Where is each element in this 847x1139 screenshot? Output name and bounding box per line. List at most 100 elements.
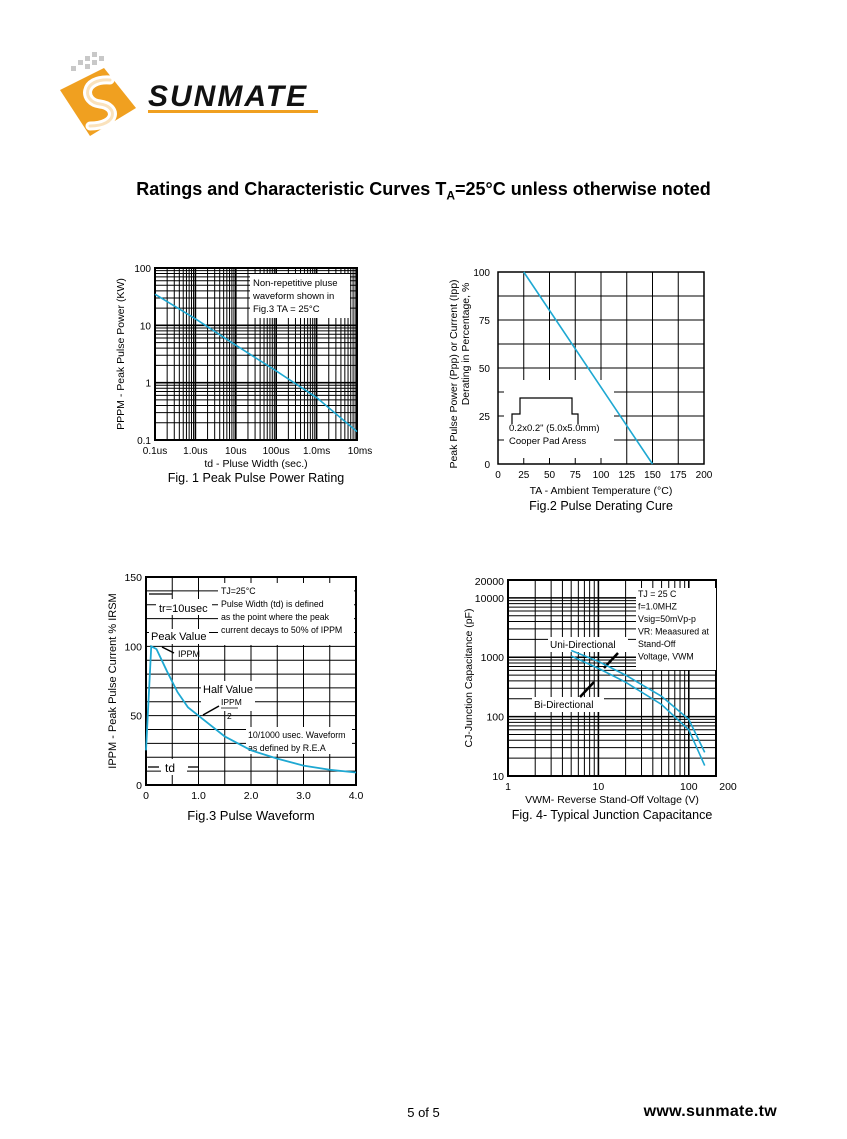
y-tick-label: 50	[130, 711, 142, 723]
annotation-text: current decays to 50% of IPPM	[221, 625, 342, 635]
x-tick-label: 2.0	[244, 790, 259, 802]
x-tick-label: 175	[670, 470, 687, 481]
label-bg	[161, 759, 187, 775]
x-tick-label: 75	[570, 470, 582, 481]
y-axis-label: PPPM - Peak Pulse Power (KW)	[115, 278, 127, 430]
annotation-text: TJ = 25 C	[638, 589, 677, 599]
y-tick-label: 0	[484, 460, 490, 471]
x-tick-label: 1.0	[191, 790, 206, 802]
label-bg	[156, 599, 212, 615]
y-axis-label: Derating in Percentage, %	[460, 283, 472, 406]
y-tick-label: 100	[473, 268, 490, 279]
fig3-pulse-waveform-chart: TJ=25°C Pulse Width (td) is defined as the…	[107, 572, 364, 823]
plot-frame	[507, 579, 717, 777]
figure-caption: Fig.2 Pulse Derating Cure	[529, 499, 673, 513]
peak-arrow	[161, 646, 175, 654]
x-tick-label: 3.0	[296, 790, 311, 802]
x-tick-label: 10	[593, 781, 605, 793]
figure-caption: Fig.3 Pulse Waveform	[187, 808, 314, 823]
plot-frame	[154, 267, 358, 441]
x-tick-label: 100us	[263, 446, 290, 457]
y-tick-label: 0.1	[137, 436, 151, 447]
plot-frame	[497, 271, 705, 465]
x-tick-label: 100	[593, 470, 610, 481]
y-tick-label: 25	[479, 412, 491, 423]
x-tick-label: 200	[719, 781, 737, 793]
brand-logo: SUNMATE	[52, 50, 332, 150]
annotation-text: Voltage, VWM	[638, 652, 694, 662]
x-tick-label: 25	[518, 470, 530, 481]
x-tick-label: 125	[618, 470, 635, 481]
x-tick-label: 0	[495, 470, 501, 481]
half-denominator: 2	[227, 711, 232, 721]
x-tick-label: 4.0	[349, 790, 364, 802]
annotation-text: waveform shown in	[252, 291, 334, 302]
half-arrow	[202, 705, 220, 716]
annotation-box	[504, 380, 614, 458]
figure-caption: Fig. 4- Typical Junction Capacitance	[512, 808, 713, 822]
series-line	[570, 655, 706, 766]
uni-directional-label: Uni-Directional	[550, 640, 616, 651]
half-ippm-label: IPPM	[221, 697, 242, 707]
annotation-box	[250, 274, 350, 318]
x-tick-label: 0.1us	[143, 446, 167, 457]
annotation-text: Fig.3 TA = 25°C	[253, 304, 320, 315]
annotation-box	[218, 583, 354, 645]
label-bg	[246, 727, 352, 754]
half-value-label: Half Value	[203, 684, 253, 696]
figure-caption: Fig. 1 Peak Pulse Power Rating	[168, 471, 345, 485]
copper-pad-icon	[511, 397, 579, 424]
y-tick-label: 50	[479, 364, 491, 375]
y-tick-label: 20000	[475, 576, 504, 588]
x-tick-label: 150	[644, 470, 661, 481]
waveform-label: 10/1000 usec. Waveform	[248, 730, 345, 740]
x-tick-label: 1	[505, 781, 511, 793]
y-tick-label: 10	[140, 321, 152, 332]
annotation-text: Non-repetitive pluse	[253, 278, 338, 289]
fig1-peak-pulse-power-chart: Non-repetitive pluse waveform shown in Fig…	[115, 264, 372, 485]
y-tick-label: 1	[145, 379, 151, 390]
series-line	[570, 649, 706, 753]
x-tick-label: 200	[696, 470, 713, 481]
label-bg	[149, 629, 209, 644]
annotation-text: Vsig=50mVp-p	[638, 614, 696, 624]
series-line	[154, 293, 358, 433]
x-tick-label: 100	[680, 781, 698, 793]
y-tick-label: 150	[124, 572, 142, 584]
waveform-label: as defined by R.E.A	[248, 743, 326, 753]
annotation-text: as the point where the peak	[221, 612, 330, 622]
y-axis-label: CJ-Junction Capacitance (pF)	[463, 609, 475, 748]
label-bg	[532, 697, 604, 712]
annotation-text: Pulse Width (td) is defined	[221, 599, 324, 609]
annotation-text: 0.2x0.2" (5.0x5.0mm)	[509, 423, 600, 434]
annotation-box	[636, 588, 716, 670]
y-tick-label: 0	[136, 780, 142, 792]
plot-frame	[145, 576, 357, 786]
fig4-junction-capacitance-chart: TJ = 25 C f=1.0MHZ Vsig=50mVp-p VR: Meaasur…	[463, 576, 737, 822]
y-tick-label: 100	[486, 712, 504, 724]
x-tick-label: 1.0ms	[303, 446, 330, 457]
x-tick-label: 10us	[225, 446, 247, 457]
y-tick-label: 10	[492, 771, 504, 783]
website-url: www.sunmate.tw	[643, 1103, 777, 1120]
ippm-label: IPPM	[178, 649, 200, 659]
series-line	[523, 271, 654, 465]
y-tick-label: 75	[479, 316, 491, 327]
annotation-text: Stand-Off	[638, 639, 676, 649]
fig2-pulse-derating-chart: 0.2x0.2" (5.0x5.0mm) Cooper Pad Aress 0 25 5…	[448, 268, 713, 513]
page-number: 5 of 5	[407, 1105, 440, 1120]
y-axis-label: Peak Pulse Power (Ppp) or Current (Ipp)	[448, 279, 460, 468]
tr-label: tr=10usec	[159, 603, 208, 615]
annotation-text: f=1.0MHZ	[638, 602, 677, 612]
x-tick-label: 10ms	[348, 446, 372, 457]
y-tick-label: 10000	[475, 593, 504, 605]
y-tick-label: 100	[134, 264, 151, 275]
annotation-text: Cooper Pad Aress	[509, 436, 586, 447]
td-label: td	[165, 761, 175, 775]
y-tick-label: 100	[124, 641, 142, 653]
x-tick-label: 50	[544, 470, 556, 481]
bi-arrow	[579, 681, 595, 698]
series-line	[145, 644, 357, 774]
x-axis-label: TA - Ambient Temperature (°C)	[530, 485, 673, 497]
bi-directional-label: Bi-Directional	[534, 700, 593, 711]
